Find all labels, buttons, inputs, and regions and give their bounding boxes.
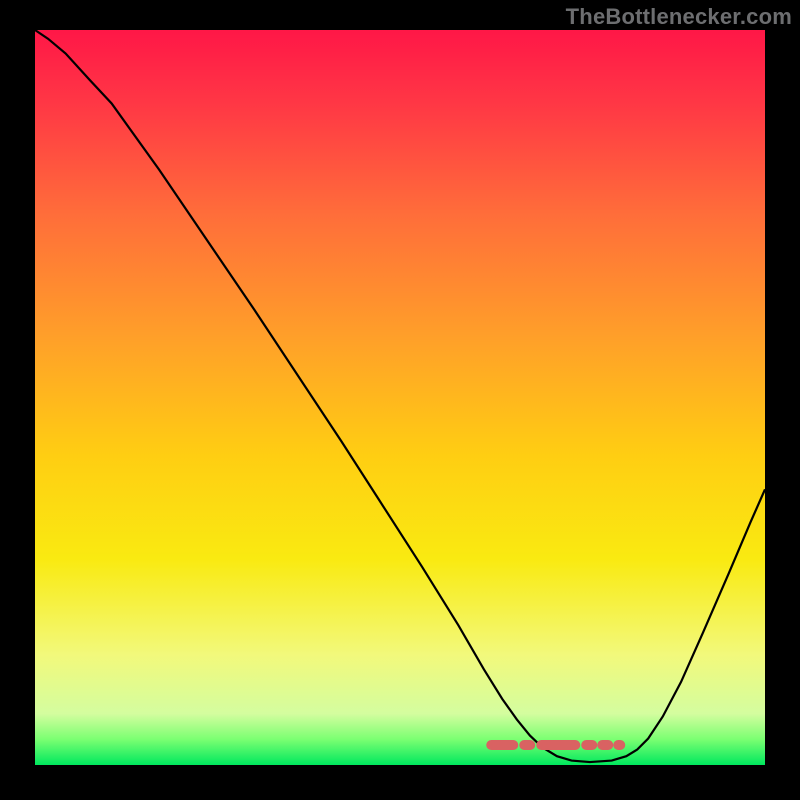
watermark-label: TheBottlenecker.com: [566, 4, 792, 30]
chart-container: TheBottlenecker.com: [0, 0, 800, 800]
bottleneck-curve-chart: [0, 0, 800, 800]
gradient-background: [35, 30, 765, 765]
